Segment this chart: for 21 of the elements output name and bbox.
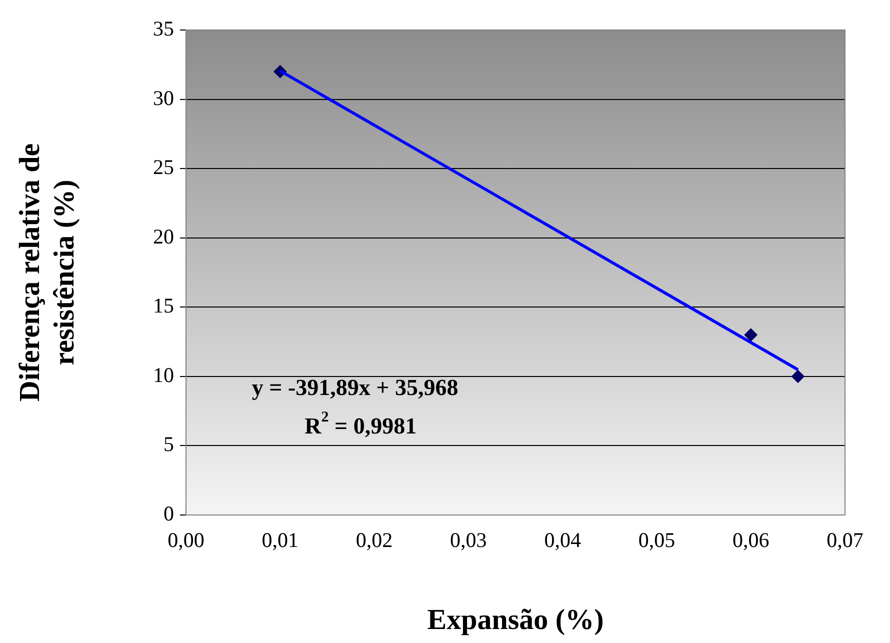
y-tick-label: 25 (153, 155, 174, 180)
y-tick-label: 10 (153, 362, 174, 387)
x-tick-label: 0,06 (732, 528, 770, 552)
y-tick-label: 35 (153, 16, 174, 41)
x-tick-label: 0,02 (356, 528, 393, 552)
x-tick-label: 0,07 (826, 528, 864, 552)
y-tick-label: 20 (153, 224, 174, 248)
annotation: y = -391,89x + 35,968 (252, 374, 458, 400)
y-tick-label: 15 (153, 294, 174, 318)
point (744, 328, 758, 342)
y-tick-label: 30 (153, 86, 174, 110)
x-axis-title: Expansão (%) (427, 604, 604, 636)
x-tick-label: 0,04 (544, 528, 582, 552)
y-tick-label: 0 (164, 502, 174, 526)
x-tick-label: 0,03 (450, 528, 487, 552)
y-tick-label: 5 (164, 432, 174, 456)
x-tick-label: 0,05 (638, 528, 676, 552)
point (791, 370, 804, 383)
x-tick-label: 0,00 (168, 528, 204, 552)
x-tick-label: 0,01 (262, 528, 299, 552)
y-axis-title: Diferença relativa de resistência (%) (14, 143, 81, 402)
